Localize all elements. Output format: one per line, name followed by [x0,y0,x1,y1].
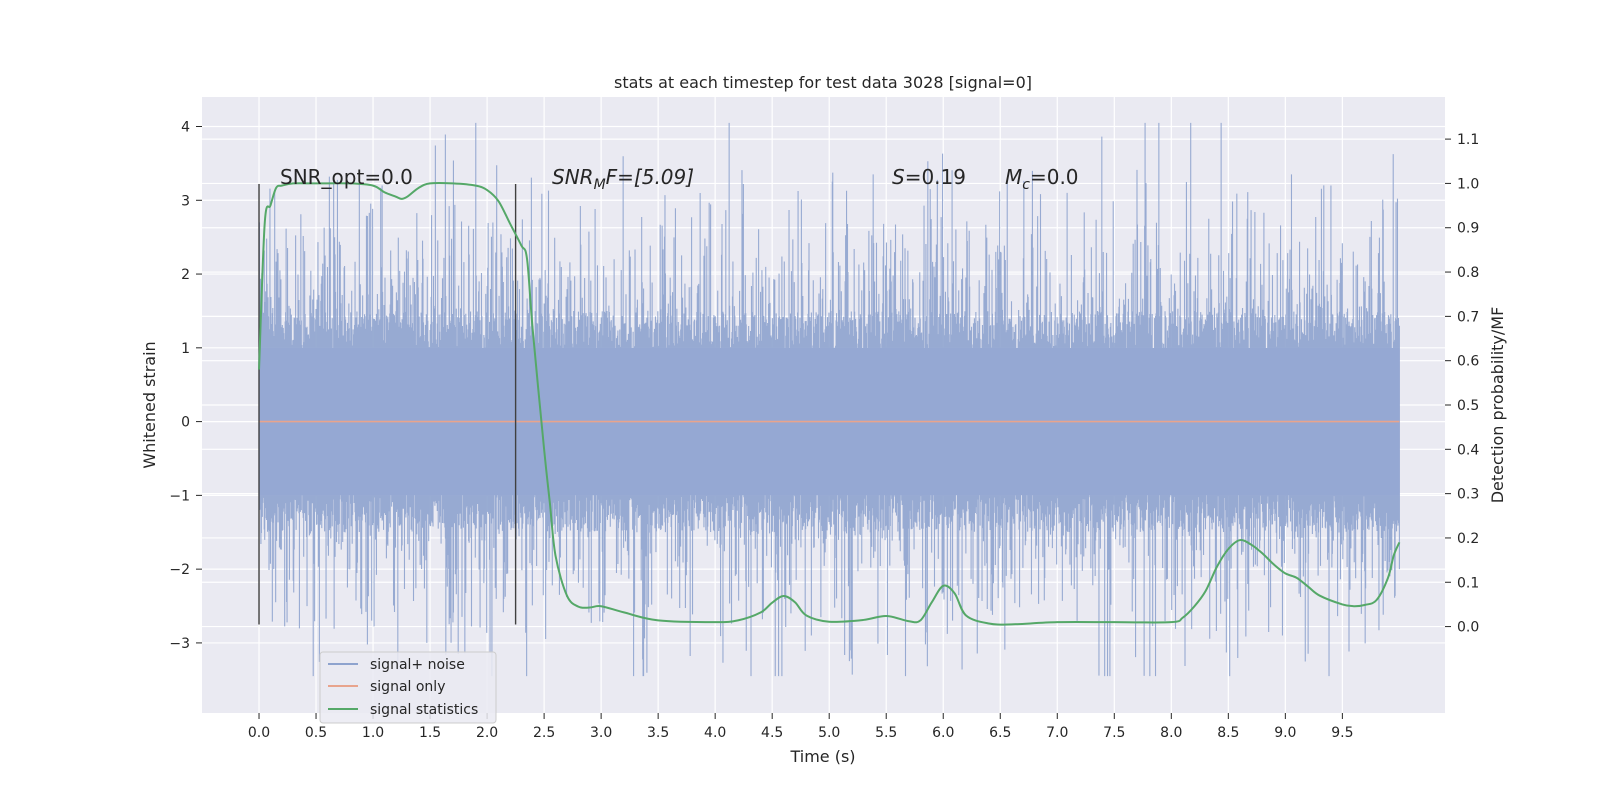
annotation-snr-mf-sub: M [594,177,606,193]
y-right-tick-label: 0.3 [1457,487,1479,503]
legend-label-signal-only: signal only [370,679,445,695]
x-tick-label: 9.0 [1274,725,1296,741]
x-tick-label: 0.5 [305,725,327,741]
x-tick-label: 5.5 [875,725,897,741]
x-tick-label: 9.5 [1331,725,1353,741]
legend-label-signal-statistics: signal statistics [370,702,478,718]
annotation-mc-rest: =0.0 [1030,165,1079,189]
x-tick-label: 1.5 [419,725,441,741]
x-tick-label: 7.0 [1046,725,1068,741]
y-axis-right-label: Detection probability/MF [1488,307,1507,504]
x-tick-label: 4.5 [761,725,783,741]
y-tick-label: 3 [181,193,190,209]
signal-statistics-line [258,181,1401,626]
y-right-tick-label: 0.1 [1457,575,1479,591]
y-tick-label: 1 [181,341,190,357]
x-tick-label: 2.5 [533,725,555,741]
annotation-snr-mf: SNRMF=[5.09] [552,165,694,193]
y-right-tick-label: 0.7 [1457,309,1479,325]
y-tick-label: −2 [169,562,190,578]
y-axis-label: Whitened strain [140,341,159,468]
x-tick-label: 8.0 [1160,725,1182,741]
x-tick-label: 6.0 [932,725,954,741]
annotation-snr-mf-base: SNR [552,165,594,189]
y-tick-label: −1 [169,488,190,504]
y-right-tick-label: 0.0 [1457,620,1479,636]
x-axis-label: Time (s) [789,747,855,766]
x-tick-label: 8.5 [1217,725,1239,741]
x-tick-label: 4.0 [704,725,726,741]
y-right-tick-label: 0.6 [1457,354,1479,370]
y-right-tick-label: 1.0 [1457,176,1479,192]
annotation-s-rest: =0.19 [905,165,966,189]
y-tick-label: 2 [181,267,190,283]
ticks: 0.0 0.5 1.0 1.5 2.0 2.5 3.0 3.5 4.0 4.5 5.0 5.5 6.0 6… [169,120,1479,741]
y-tick-label: 4 [181,120,190,136]
x-tick-label: 5.0 [818,725,840,741]
y-right-tick-label: 0.9 [1457,221,1479,237]
x-tick-label: 7.5 [1103,725,1125,741]
annotations: SNR_opt=0.0 SNRMF=[5.09] S=0.19 Mc=0.0 [280,165,1079,193]
y-right-tick-label: 0.4 [1457,442,1479,458]
y-tick-label: 0 [181,415,190,431]
y-right-tick-label: 0.5 [1457,398,1479,414]
y-tick-label: −3 [169,636,190,652]
annotation-s: S=0.19 [892,165,966,189]
y-right-tick-label: 1.1 [1457,132,1479,148]
x-tick-label: 0.0 [248,725,270,741]
x-tick-label: 3.0 [590,725,612,741]
series-signal-statistics [258,181,1401,626]
annotation-s-var: S [892,165,905,189]
legend-label-signal-plus-noise: signal+ noise [370,657,465,673]
annotation-mc-var: M [1005,165,1022,189]
annotation-snr-mf-rest: F=[5.09] [606,165,694,189]
x-tick-label: 3.5 [647,725,669,741]
y-right-tick-label: 0.2 [1457,531,1479,547]
annotation-mc: Mc=0.0 [1005,165,1079,193]
vertical-markers [258,184,517,625]
chart-title: stats at each timestep for test data 302… [614,73,1032,92]
annotation-snr-opt: SNR_opt=0.0 [280,165,413,189]
x-tick-label: 2.0 [476,725,498,741]
legend-box [319,651,497,724]
x-tick-label: 6.5 [989,725,1011,741]
legend: signal+ noise signal only signal statist… [319,651,497,724]
annotation-mc-sub: c [1022,177,1030,193]
y-right-tick-label: 0.8 [1457,265,1479,281]
x-tick-label: 1.0 [362,725,384,741]
